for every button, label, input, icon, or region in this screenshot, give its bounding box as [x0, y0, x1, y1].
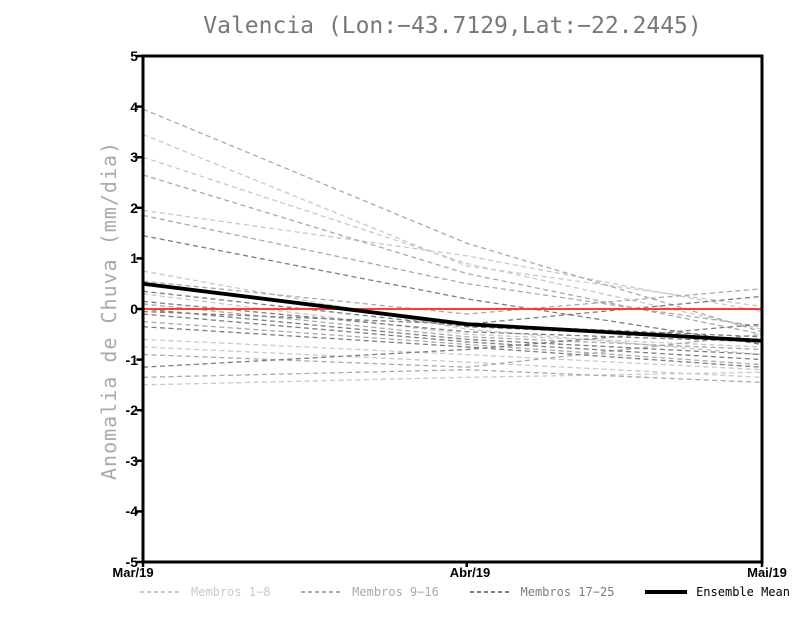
ensemble-member-line: [142, 300, 763, 343]
ensemble-member-line: [142, 369, 763, 384]
legend-item: Ensemble Mean: [645, 585, 790, 599]
ensemble-member-line: [142, 295, 763, 325]
ensemble-member-line: [142, 321, 763, 366]
legend-dashed-line-sample: [469, 591, 512, 593]
legend-dashed-line-sample: [140, 591, 182, 593]
chart-legend: Membros 1−8 Membros 9−16 Membros 17−25 Ense…: [140, 583, 790, 601]
legend-item: Membros 1−8: [140, 585, 270, 599]
y-tick-label: -1: [125, 351, 138, 368]
plot-svg: [136, 54, 764, 567]
legend-dashed-line-sample: [301, 591, 344, 593]
chart-title: Valencia (Lon:−43.7129,Lat:−22.2445): [203, 13, 702, 39]
ensemble-member-line: [142, 214, 763, 328]
legend-solid-line-sample: [645, 590, 688, 594]
ensemble-member-line: [142, 234, 763, 346]
legend-label: Membros 1−8: [191, 585, 271, 599]
y-tick-label: -5: [125, 554, 138, 570]
x-tick-label: Abr/19: [449, 565, 491, 580]
legend-label: Membros 9−16: [352, 585, 439, 599]
y-tick-label: -4: [125, 503, 138, 520]
y-tick-label: 0: [130, 301, 138, 317]
y-tick-label: 4: [130, 98, 138, 115]
ensemble-member-line: [142, 338, 763, 371]
ensemble-member-line: [142, 209, 763, 313]
ensemble-mean-line: [142, 281, 763, 343]
x-tick-label: Mar/19: [112, 565, 154, 580]
ensemble-member-line: [142, 326, 763, 368]
y-tick-label: 5: [130, 48, 138, 64]
legend-item: Membros 9−16: [301, 585, 439, 599]
ensemble-member-line: [142, 270, 763, 356]
ensemble-member-line: [142, 313, 763, 361]
ensemble-member-line: [142, 280, 763, 315]
y-tick-label: 1: [130, 250, 138, 267]
y-tick-label: 3: [130, 149, 138, 166]
ensemble-member-line: [142, 293, 763, 348]
legend-label: Membros 17−25: [520, 585, 615, 599]
ensemble-member-line: [142, 156, 763, 330]
legend-item: Membros 17−25: [469, 585, 615, 599]
ensemble-member-line: [142, 108, 763, 333]
ensemble-member-line: [142, 174, 763, 335]
ensemble-member-line: [142, 333, 763, 368]
y-tick-label: -2: [125, 402, 138, 419]
y-tick-label: -3: [125, 452, 138, 469]
x-tick-label: Mai/19: [747, 565, 787, 580]
ensemble-member-line: [142, 346, 763, 378]
y-tick-label: 2: [130, 199, 138, 216]
ensemble-member-line: [142, 283, 763, 338]
ensemble-member-line: [142, 371, 763, 386]
ensemble-member-line: [142, 308, 763, 356]
legend-label: Ensemble Mean: [696, 585, 790, 599]
ensemble-member-line: [142, 323, 763, 368]
